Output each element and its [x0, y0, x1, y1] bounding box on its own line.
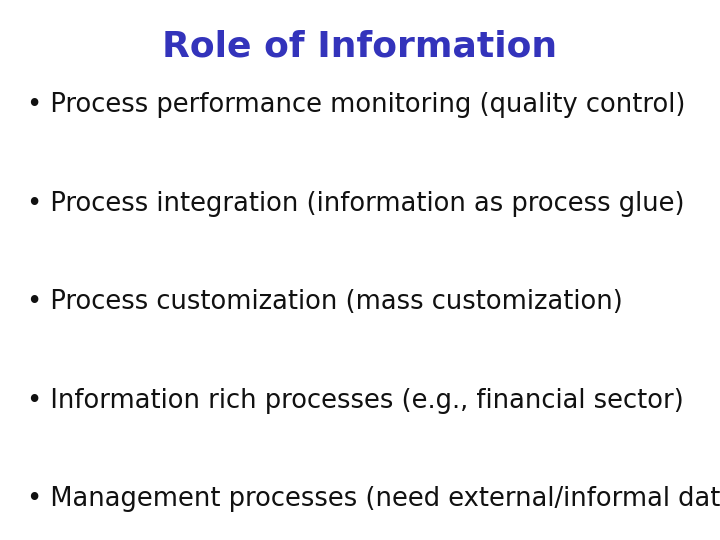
Text: Role of Information: Role of Information	[163, 30, 557, 64]
Text: • Process integration (information as process glue): • Process integration (information as pr…	[27, 191, 685, 217]
Text: • Information rich processes (e.g., financial sector): • Information rich processes (e.g., fina…	[27, 388, 684, 414]
Text: • Process performance monitoring (quality control): • Process performance monitoring (qualit…	[27, 92, 685, 118]
Text: • Management processes (need external/informal data): • Management processes (need external/in…	[27, 487, 720, 512]
Text: • Process customization (mass customization): • Process customization (mass customizat…	[27, 289, 623, 315]
